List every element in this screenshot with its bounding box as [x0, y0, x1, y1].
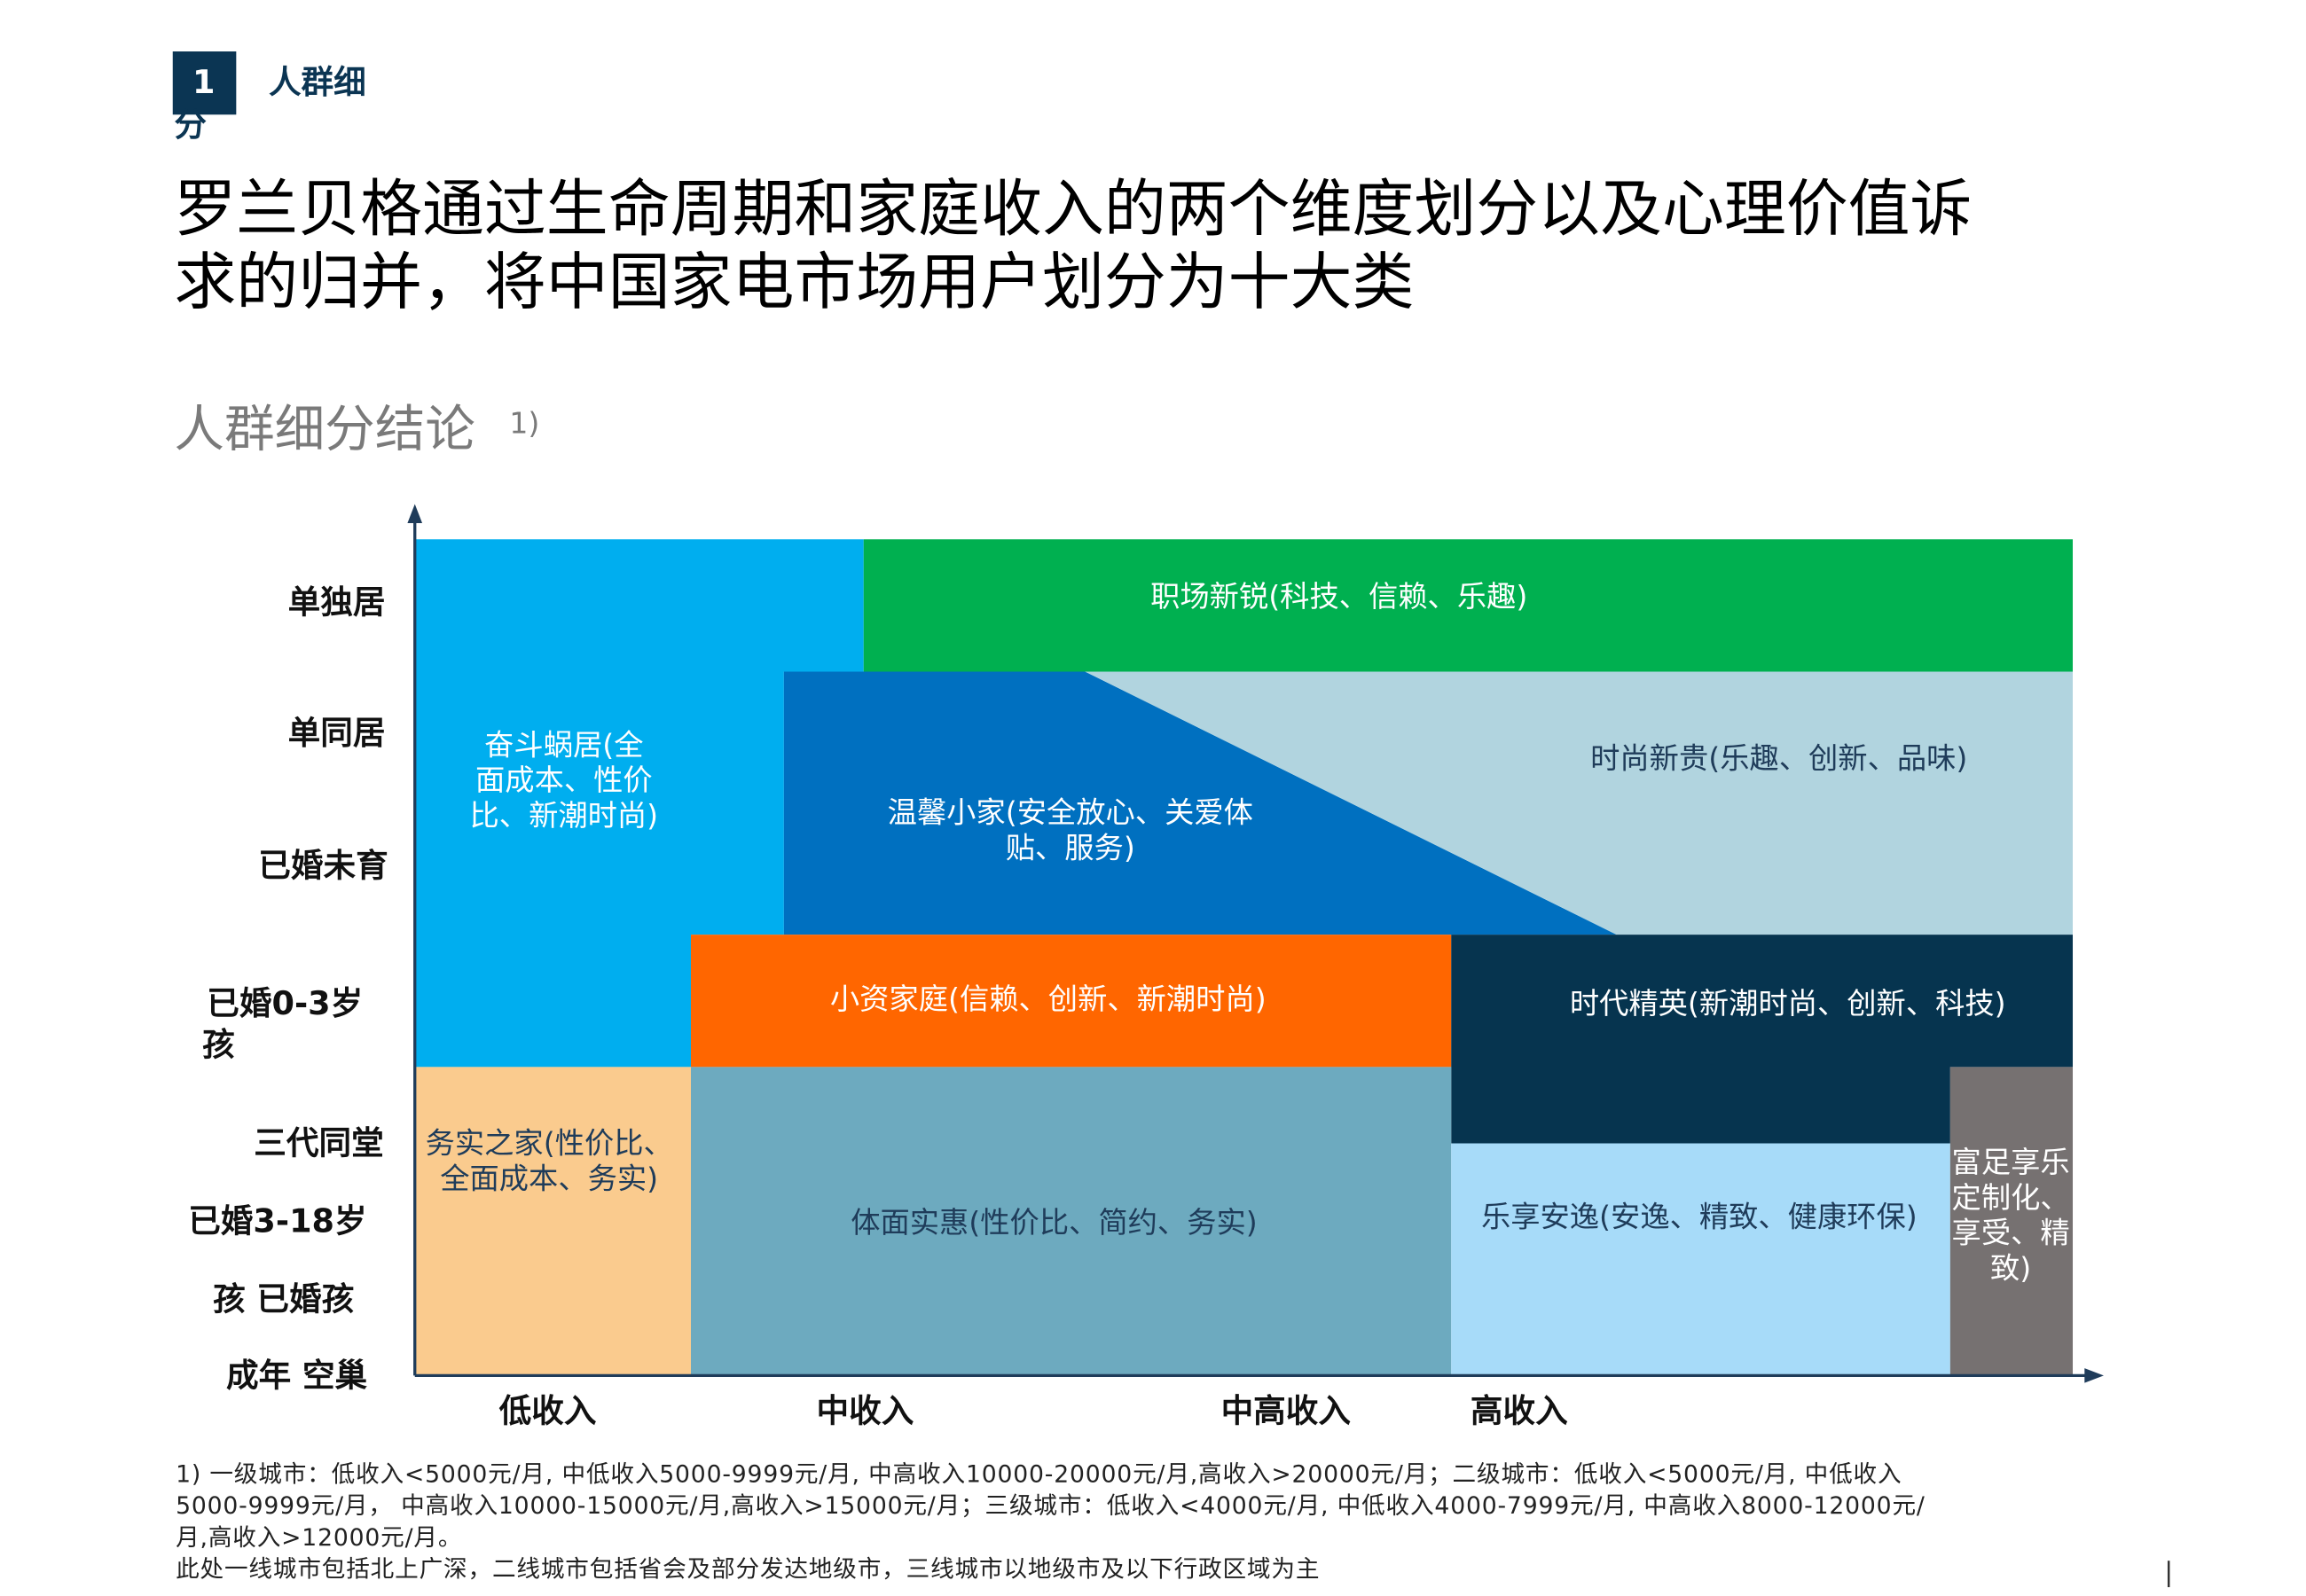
segment-label: 面成本、性价: [475, 763, 653, 797]
section-badge: [172, 51, 237, 115]
segment-label: 乐享安逸(安逸、精致、健康环保): [1481, 1200, 1918, 1234]
section-number: 1: [192, 63, 215, 101]
segment-label: 贴、服务): [1006, 831, 1135, 865]
y-label: 已婚未育: [258, 846, 388, 884]
x-arrow: [2084, 1368, 2104, 1383]
segment-label: 温馨小家(安全放心、关爱体: [888, 795, 1253, 830]
footnote: 此处一线城市包括北上广深，二线城市包括省会及部分发达地级市，三线城市以地级市及以…: [176, 1556, 1320, 1584]
segment-label: 体面实惠(性价比、简约、务实): [851, 1205, 1258, 1240]
y-label: 已婚3-18岁: [188, 1202, 366, 1240]
segment-label: 定制化、: [1952, 1180, 2070, 1215]
x-label: 中收入: [817, 1391, 914, 1429]
section-name: 人群细: [269, 63, 366, 101]
segment-label: 小资家庭(信赖、创新、新潮时尚): [830, 982, 1267, 1016]
segment: [1085, 671, 2074, 935]
segment-label: 时尚新贵(乐趣、创新、品味): [1590, 740, 1967, 775]
y-label: 单独居: [288, 583, 386, 622]
title: 罗兰贝格通过生命周期和家庭收入的两个维度划分以及心理价值诉: [174, 173, 1972, 245]
y-label: 孩: [202, 1026, 235, 1064]
segment-label: 比、新潮时尚): [470, 798, 659, 833]
y-label: 三代同堂: [254, 1124, 383, 1162]
segment-label: 致): [1990, 1251, 2031, 1286]
segment-label: 职场新锐(科技、信赖、乐趣): [1150, 579, 1527, 614]
segment: [863, 539, 2074, 672]
segment: [1451, 1143, 1950, 1376]
x-label: 中高收入: [1221, 1391, 1351, 1429]
y-label: 孩 已婚孩: [213, 1279, 354, 1318]
y-label: 成年 空巢: [226, 1357, 368, 1395]
footnote: 月,高收入>12000元/月。: [176, 1524, 462, 1552]
y-label: 单同居: [288, 714, 386, 752]
subtitle-note: 1): [509, 406, 539, 441]
subtitle: 人群细分结论: [174, 401, 475, 458]
section-name: 分: [174, 106, 207, 144]
segment: [414, 539, 864, 1068]
segment: [691, 935, 1452, 1068]
segment-label: 务实之家(性价比、: [426, 1126, 673, 1161]
segment: [414, 1067, 692, 1376]
y-arrow: [407, 504, 423, 524]
segment-label: 享受、精: [1952, 1216, 2070, 1250]
segment: [1451, 935, 2074, 1144]
segment-label: 奋斗蜗居(全: [484, 728, 643, 763]
y-label: 已婚0-3岁: [207, 984, 363, 1022]
segment: [691, 1067, 1452, 1376]
segment: [1949, 1067, 2074, 1376]
footnote: 5000-9999元/月， 中高收入10000-15000元/月,高收入>150…: [176, 1492, 1926, 1520]
segment: [783, 671, 1617, 935]
footnote: 1) 一级城市：低收入<5000元/月, 中低收入5000-9999元/月, 中…: [176, 1461, 1902, 1489]
segment-label: 全面成本、务实): [440, 1161, 658, 1195]
x-label: 高收入: [1471, 1391, 1568, 1429]
segment-label: 富足享乐: [1952, 1145, 2070, 1179]
segment-label: 时代精英(新潮时尚、创新、科技): [1570, 986, 2006, 1021]
x-label: 低收入: [499, 1391, 597, 1429]
title: 求的归并，将中国家电市场用户划分为十大类: [174, 246, 1414, 318]
